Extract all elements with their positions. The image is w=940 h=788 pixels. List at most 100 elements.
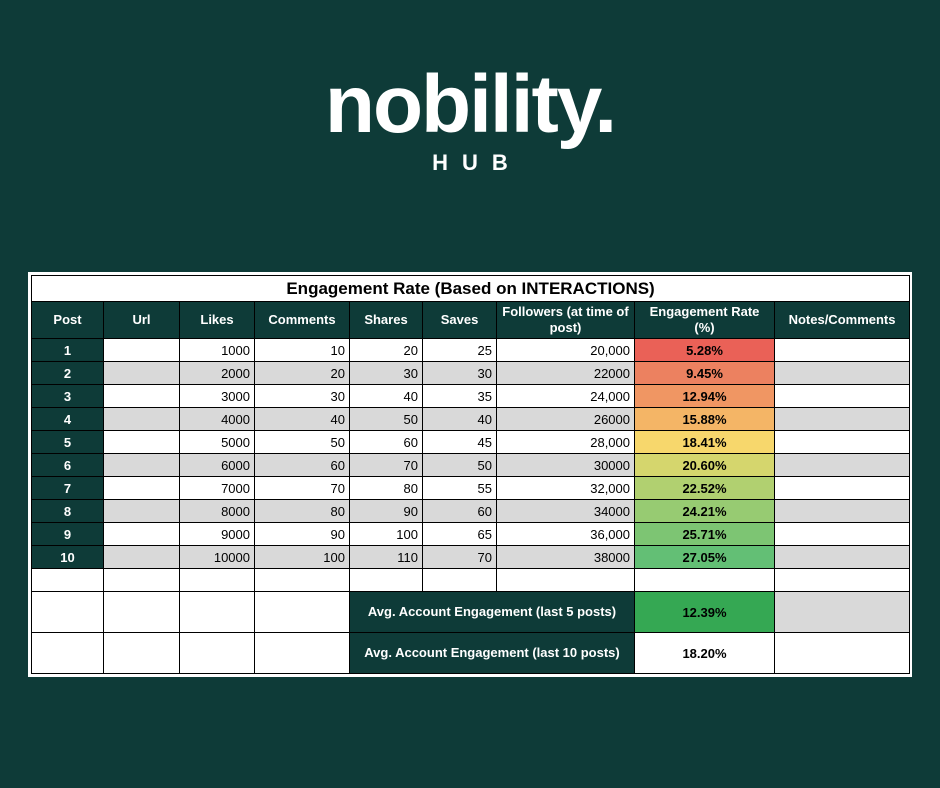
likes-cell: 6000: [179, 453, 255, 478]
page: nobility. HUB Engagement Rate (Based on …: [28, 61, 912, 678]
likes-cell: 4000: [179, 407, 255, 432]
notes-cell: [773, 476, 911, 501]
shares-cell: 30: [349, 361, 423, 386]
post-cell: 9: [31, 522, 104, 547]
comments-cell: 70: [254, 476, 350, 501]
empty-row: [31, 568, 911, 593]
engagement-rate-cell: 9.45%: [634, 361, 775, 386]
empty-cell: [103, 591, 180, 634]
avg10-row: Avg. Account Engagement (last 10 posts) …: [31, 632, 911, 675]
header-comments: Comments: [254, 301, 350, 340]
logo-subtitle: HUB: [432, 150, 522, 176]
empty-cell: [179, 568, 255, 593]
engagement-rate-cell: 27.05%: [634, 545, 775, 570]
data-row: 9 9000 90 100 65 36,000 25.71%: [31, 522, 911, 547]
shares-cell: 20: [349, 338, 423, 363]
engagement-rate-cell: 15.88%: [634, 407, 775, 432]
post-cell: 8: [31, 499, 104, 524]
followers-cell: 26000: [496, 407, 635, 432]
shares-cell: 40: [349, 384, 423, 409]
notes-cell: [773, 499, 911, 524]
followers-cell: 22000: [496, 361, 635, 386]
comments-cell: 50: [254, 430, 350, 455]
data-row: 1 1000 10 20 25 20,000 5.28%: [31, 338, 911, 363]
saves-cell: 70: [422, 545, 497, 570]
empty-cell: [634, 568, 775, 593]
avg10-value: 18.20%: [634, 632, 775, 675]
saves-cell: 45: [422, 430, 497, 455]
followers-cell: 38000: [496, 545, 635, 570]
followers-cell: 28,000: [496, 430, 635, 455]
post-cell: 2: [31, 361, 104, 386]
empty-cell: [103, 568, 180, 593]
post-cell: 7: [31, 476, 104, 501]
avg10-notes-cell: [773, 632, 911, 675]
likes-cell: 3000: [179, 384, 255, 409]
followers-cell: 36,000: [496, 522, 635, 547]
notes-cell: [773, 361, 911, 386]
shares-cell: 110: [349, 545, 423, 570]
shares-cell: 50: [349, 407, 423, 432]
comments-cell: 20: [254, 361, 350, 386]
post-cell: 6: [31, 453, 104, 478]
followers-cell: 20,000: [496, 338, 635, 363]
post-cell: 4: [31, 407, 104, 432]
likes-cell: 2000: [179, 361, 255, 386]
data-row: 4 4000 40 50 40 26000 15.88%: [31, 407, 911, 432]
empty-cell: [254, 591, 350, 634]
header-followers: Followers (at time of post): [496, 301, 635, 340]
header-notes: Notes/Comments: [773, 301, 911, 340]
header-post: Post: [31, 301, 104, 340]
notes-cell: [773, 407, 911, 432]
title-row: Engagement Rate (Based on INTERACTIONS): [30, 275, 911, 303]
notes-cell: [773, 430, 911, 455]
notes-cell: [773, 384, 911, 409]
post-cell: 10: [31, 545, 104, 570]
engagement-rate-cell: 18.41%: [634, 430, 775, 455]
data-row: 7 7000 70 80 55 32,000 22.52%: [31, 476, 911, 501]
header-engagement-rate: Engagement Rate (%): [634, 301, 775, 340]
empty-cell: [254, 632, 350, 675]
url-cell: [103, 453, 180, 478]
followers-cell: 30000: [496, 453, 635, 478]
url-cell: [103, 545, 180, 570]
comments-cell: 60: [254, 453, 350, 478]
comments-cell: 90: [254, 522, 350, 547]
followers-cell: 32,000: [496, 476, 635, 501]
saves-cell: 55: [422, 476, 497, 501]
empty-cell: [179, 591, 255, 634]
empty-cell: [422, 568, 497, 593]
comments-cell: 30: [254, 384, 350, 409]
url-cell: [103, 338, 180, 363]
shares-cell: 70: [349, 453, 423, 478]
data-row: 10 10000 100 110 70 38000 27.05%: [31, 545, 911, 570]
header-saves: Saves: [422, 301, 497, 340]
followers-cell: 34000: [496, 499, 635, 524]
notes-cell: [773, 545, 911, 570]
likes-cell: 1000: [179, 338, 255, 363]
saves-cell: 25: [422, 338, 497, 363]
notes-cell: [773, 522, 911, 547]
comments-cell: 100: [254, 545, 350, 570]
avg5-value: 12.39%: [634, 591, 775, 634]
empty-cell: [179, 632, 255, 675]
avg10-label: Avg. Account Engagement (last 10 posts): [349, 632, 635, 675]
engagement-rate-cell: 20.60%: [634, 453, 775, 478]
header-shares: Shares: [349, 301, 423, 340]
saves-cell: 40: [422, 407, 497, 432]
data-row: 6 6000 60 70 50 30000 20.60%: [31, 453, 911, 478]
likes-cell: 7000: [179, 476, 255, 501]
url-cell: [103, 476, 180, 501]
notes-cell: [773, 453, 911, 478]
empty-cell: [254, 568, 350, 593]
likes-cell: 8000: [179, 499, 255, 524]
empty-cell: [773, 568, 911, 593]
empty-cell: [496, 568, 635, 593]
post-cell: 5: [31, 430, 104, 455]
comments-cell: 10: [254, 338, 350, 363]
data-row: 2 2000 20 30 30 22000 9.45%: [31, 361, 911, 386]
shares-cell: 60: [349, 430, 423, 455]
shares-cell: 90: [349, 499, 423, 524]
saves-cell: 65: [422, 522, 497, 547]
empty-cell: [103, 632, 180, 675]
